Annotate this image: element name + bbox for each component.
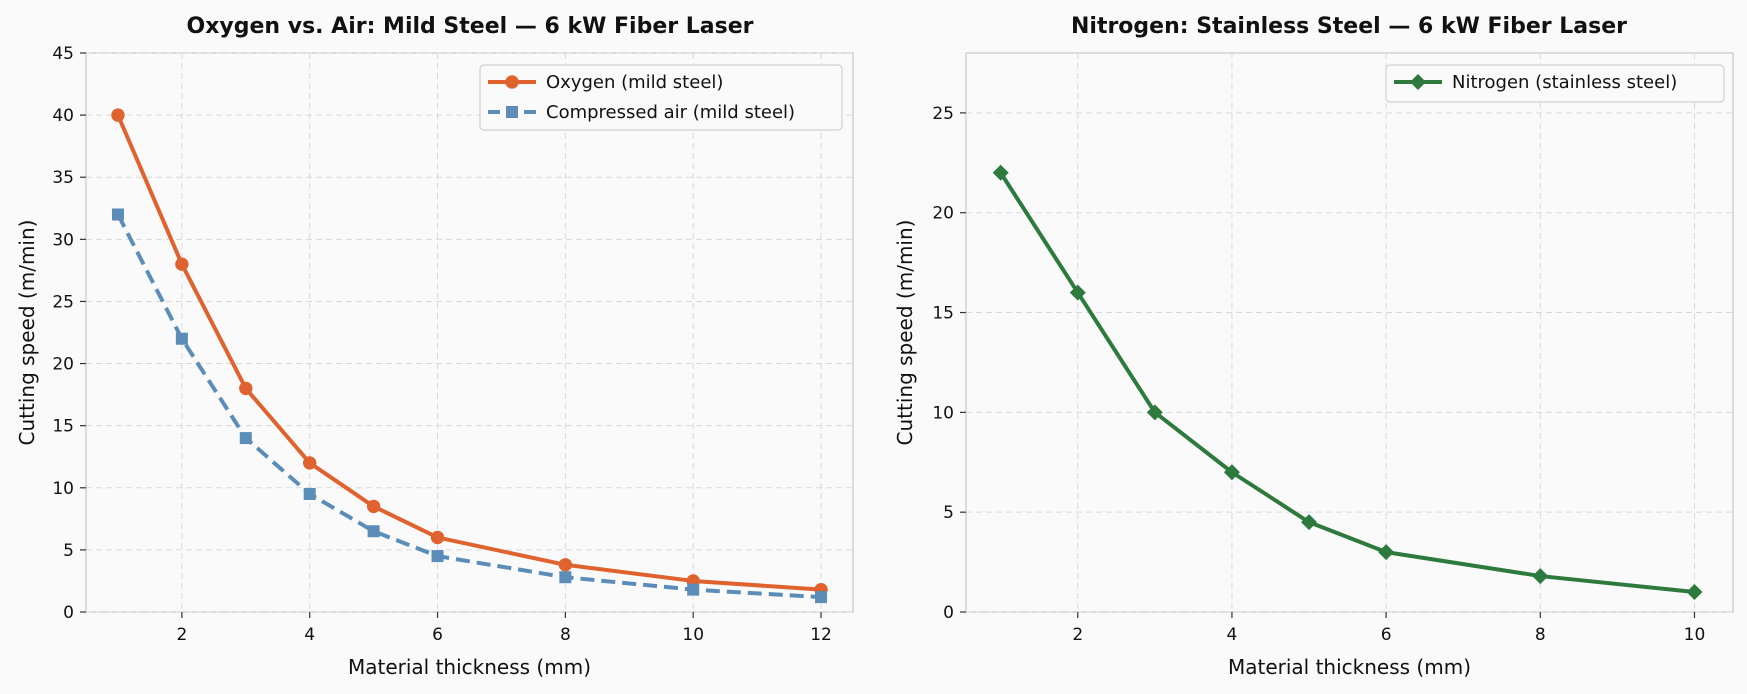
chart-title: Nitrogen: Stainless Steel — 6 kW Fiber L… <box>1071 14 1627 39</box>
x-tick-label: 4 <box>1227 625 1238 645</box>
data-point <box>175 257 189 271</box>
legend-marker <box>505 75 519 89</box>
x-axis-label: Material thickness (mm) <box>348 655 591 679</box>
legend: Nitrogen (stainless steel) <box>1385 64 1725 103</box>
chart-panel-1: 2 4 6 8 10 12 0 5 10 15 20 25 30 35 40 45 Oxygen vs. Air… <box>15 14 854 679</box>
data-point <box>992 164 1009 181</box>
data-point <box>175 332 188 345</box>
series-1 <box>992 164 1703 601</box>
plot-area <box>85 52 854 613</box>
data-point <box>1223 464 1240 481</box>
series-line <box>999 171 1695 595</box>
legend-marker <box>1410 74 1426 90</box>
data-point <box>239 381 253 396</box>
legend-label: Nitrogen (stainless steel) <box>1452 72 1677 93</box>
y-tick-label: 10 <box>932 403 954 423</box>
data-point <box>431 550 444 563</box>
x-tick-label: 10 <box>1684 625 1706 645</box>
x-tick-label: 2 <box>176 625 187 645</box>
data-point <box>366 499 381 514</box>
y-tick-label: 0 <box>63 603 74 623</box>
y-tick-label: 15 <box>52 417 74 437</box>
data-point <box>430 530 445 545</box>
y-tick-label: 5 <box>63 541 74 561</box>
y-tick-label: 25 <box>932 104 954 124</box>
legend-box <box>1385 64 1725 103</box>
y-tick-label: 0 <box>943 603 954 623</box>
data-point <box>111 208 124 221</box>
x-tick-label: 10 <box>682 625 704 645</box>
y-tick-label: 20 <box>52 355 74 375</box>
chart-title: Oxygen vs. Air: Mild Steel — 6 kW Fiber … <box>187 14 754 39</box>
legend-box <box>479 64 843 131</box>
x-tick-label: 4 <box>304 625 315 645</box>
y-tick-label: 5 <box>943 503 954 523</box>
data-point <box>111 108 125 122</box>
y-tick-label: 20 <box>932 204 954 224</box>
data-point <box>1532 568 1549 585</box>
series-2 <box>111 208 828 604</box>
data-point <box>687 583 700 596</box>
x-tick-label: 8 <box>1535 625 1546 645</box>
legend-label: Compressed air (mild steel) <box>546 102 795 123</box>
data-point <box>1069 284 1086 301</box>
data-point <box>1686 584 1703 601</box>
y-tick-label: 45 <box>52 44 74 64</box>
y-axis-label: Cutting speed (m/min) <box>15 220 39 446</box>
y-axis-label: Cutting speed (m/min) <box>893 220 917 446</box>
y-tick-label: 25 <box>52 292 74 312</box>
x-tick-label: 12 <box>810 625 832 645</box>
legend-label: Oxygen (mild steel) <box>546 72 723 93</box>
data-point <box>367 525 380 538</box>
x-tick-label: 8 <box>560 625 571 645</box>
legend: Oxygen (mild steel) Compressed air (mild … <box>479 64 843 131</box>
x-tick-label: 6 <box>1381 625 1392 645</box>
x-tick-label: 2 <box>1072 625 1083 645</box>
data-point <box>303 487 316 500</box>
chart-panel-2: 2 4 6 8 10 0 5 10 15 20 25 Nitrogen: Stainless Stee… <box>893 14 1734 679</box>
data-point <box>1301 514 1318 531</box>
x-tick-label: 6 <box>432 625 443 645</box>
series-line <box>116 213 822 600</box>
y-tick-label: 10 <box>52 479 74 499</box>
legend-marker <box>506 106 518 118</box>
data-point <box>815 591 828 604</box>
y-tick-label: 35 <box>52 168 74 188</box>
y-tick-label: 15 <box>932 304 954 324</box>
y-tick-label: 30 <box>52 230 74 250</box>
data-point <box>1146 404 1163 421</box>
data-point <box>559 571 572 584</box>
data-point <box>558 558 573 572</box>
data-point <box>1378 544 1395 561</box>
data-point <box>303 456 317 470</box>
x-axis-label: Material thickness (mm) <box>1228 655 1471 679</box>
y-tick-label: 40 <box>52 106 74 126</box>
plot-area <box>965 52 1734 613</box>
data-point <box>239 432 252 445</box>
